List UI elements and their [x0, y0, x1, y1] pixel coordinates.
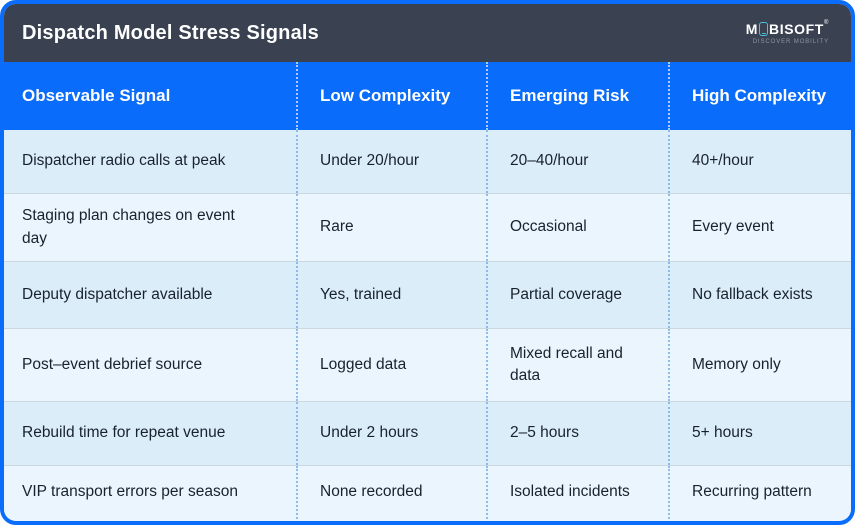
registered-trademark-icon: ® — [823, 19, 829, 26]
table-row: Post–event debrief source Logged data Mi… — [4, 328, 851, 401]
cell-low: Yes, trained — [296, 262, 486, 328]
cell-emerging: Occasional — [486, 194, 668, 261]
table-row: Deputy dispatcher available Yes, trained… — [4, 261, 851, 328]
cell-low: Rare — [296, 194, 486, 261]
cell-high: 40+/hour — [668, 130, 851, 193]
cell-signal: Staging plan changes on event day — [22, 207, 235, 247]
cell-high: Every event — [668, 194, 851, 261]
column-header-high-complexity: High Complexity — [668, 62, 851, 130]
logo-text-suffix: BISOFT — [769, 20, 824, 37]
cell-signal: VIP transport errors per season — [22, 483, 238, 501]
logo-text-prefix: M — [745, 20, 759, 37]
table-header-row: Observable Signal Low Complexity Emergin… — [4, 62, 851, 130]
cell-high: 5+ hours — [668, 402, 851, 465]
table-row: Rebuild time for repeat venue Under 2 ho… — [4, 401, 851, 465]
table-row: Staging plan changes on event day Rare O… — [4, 193, 851, 261]
cell-emerging: Mixed recall and data — [486, 329, 668, 401]
table-row: Dispatcher radio calls at peak Under 20/… — [4, 130, 851, 193]
cell-high: Memory only — [668, 329, 851, 401]
cell-signal: Deputy dispatcher available — [22, 285, 213, 303]
cell-high: No fallback exists — [668, 262, 851, 328]
logo-wordmark: M BISOFT ® — [745, 19, 829, 37]
cell-low: Logged data — [296, 329, 486, 401]
column-header-low-complexity: Low Complexity — [296, 62, 486, 130]
cell-low: None recorded — [296, 466, 486, 519]
column-header-observable-signal: Observable Signal — [22, 86, 171, 105]
cell-low: Under 20/hour — [296, 130, 486, 193]
cell-signal: Post–event debrief source — [22, 355, 203, 373]
phone-icon — [759, 21, 769, 36]
cell-emerging: Isolated incidents — [486, 466, 668, 519]
cell-high: Recurring pattern — [668, 466, 851, 519]
mobisoft-logo: M BISOFT ® DISCOVER MOBILITY — [745, 19, 829, 45]
cell-signal: Rebuild time for repeat venue — [22, 424, 226, 442]
page-title: Dispatch Model Stress Signals — [22, 21, 319, 44]
cell-low: Under 2 hours — [296, 402, 486, 465]
column-header-emerging-risk: Emerging Risk — [486, 62, 668, 130]
cell-emerging: Partial coverage — [486, 262, 668, 328]
cell-emerging: 2–5 hours — [486, 402, 668, 465]
table-row: VIP transport errors per season None rec… — [4, 465, 851, 519]
cell-signal: Dispatcher radio calls at peak — [22, 152, 226, 170]
card-title-bar: Dispatch Model Stress Signals M BISOFT ®… — [4, 4, 851, 62]
cell-emerging: 20–40/hour — [486, 130, 668, 193]
logo-tagline: DISCOVER MOBILITY — [752, 38, 829, 45]
